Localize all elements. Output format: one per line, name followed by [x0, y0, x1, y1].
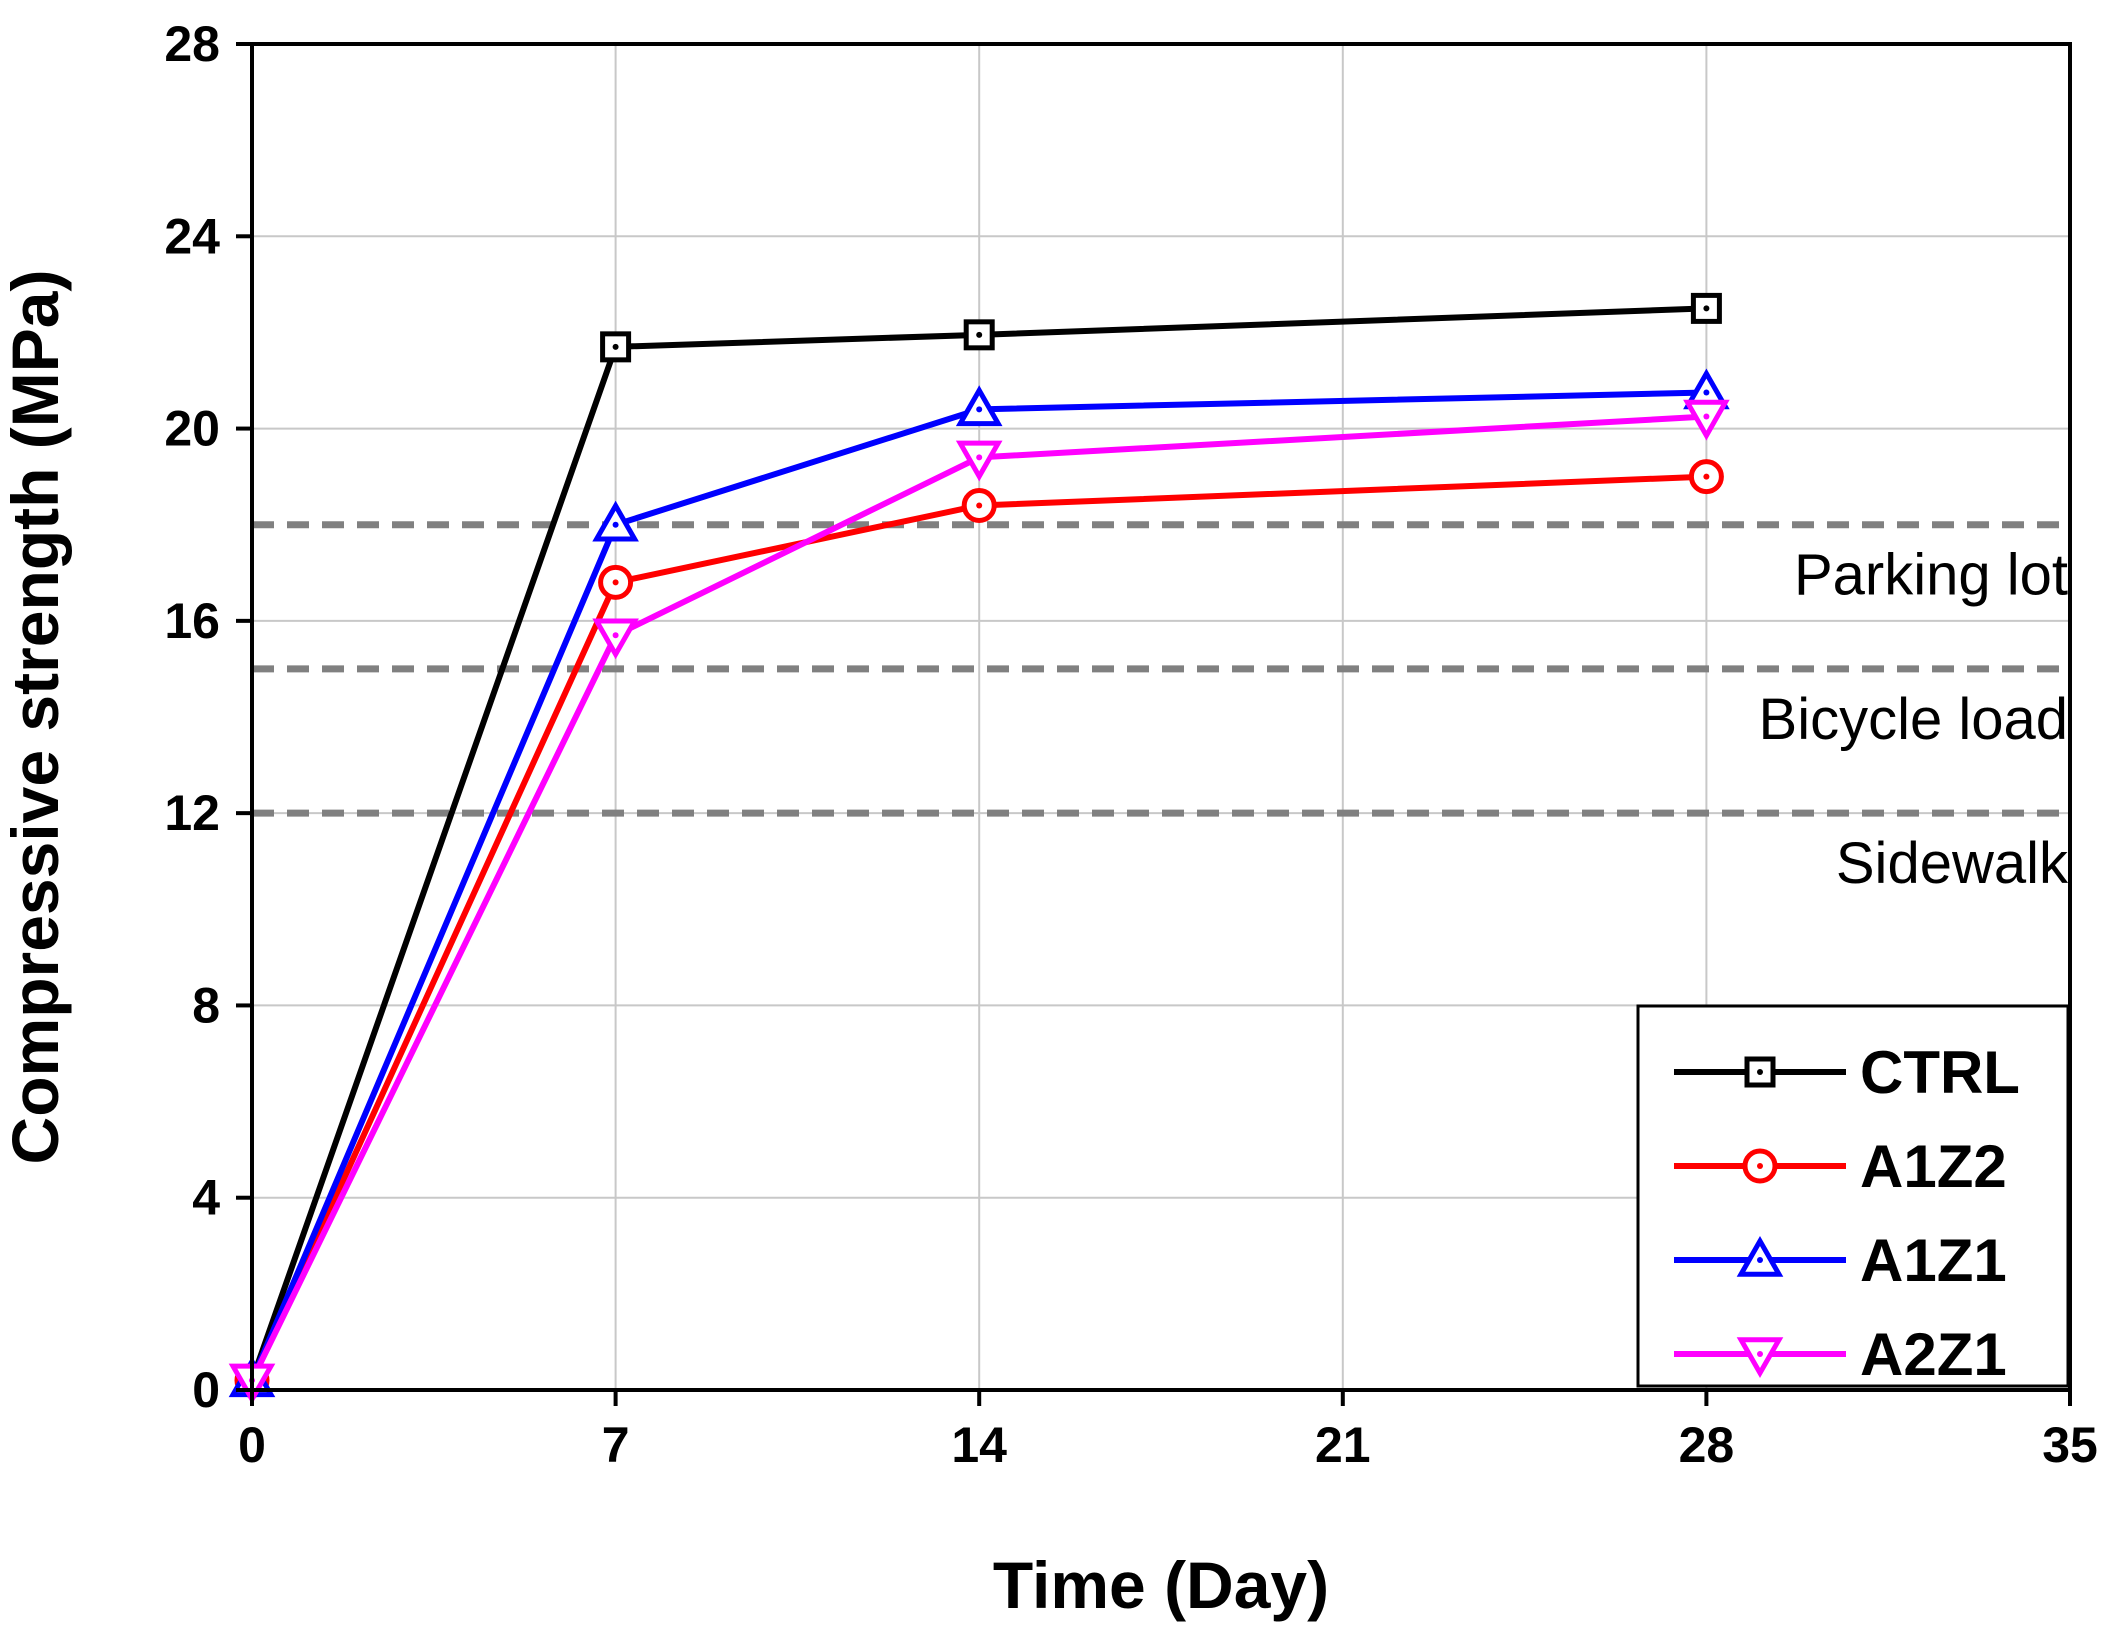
legend-marker-dot [1757, 1257, 1763, 1263]
data-point-ctrl-dot [612, 343, 619, 350]
data-point-ctrl-dot [976, 331, 983, 338]
legend-marker-dot [1757, 1069, 1763, 1075]
legend-label: CTRL [1860, 1039, 2020, 1106]
legend-item: A1Z1 [1674, 1227, 2007, 1294]
legend-marker-dot [1757, 1351, 1763, 1357]
data-point-a1z2-dot [612, 579, 619, 586]
legend-item: A2Z1 [1674, 1321, 2007, 1388]
series-line-a1z1 [249, 389, 1707, 1382]
y-axis-title: Compressive strength (MPa) [0, 270, 72, 1165]
series-a1z1 [228, 368, 1730, 1398]
y-tick-label: 20 [164, 401, 220, 457]
data-point-a2z1-dot [612, 632, 619, 639]
data-point-a1z1-dot [612, 521, 619, 528]
series-line-a2z1 [249, 413, 1707, 1382]
y-tick-label: 28 [164, 16, 220, 72]
y-tick-label: 16 [164, 593, 220, 649]
axes: 0 7 14 21 28 35 0 4 8 12 16 20 24 28 [164, 16, 2097, 1473]
data-point-a1z2-dot [976, 502, 983, 509]
legend-item: A1Z2 [1674, 1133, 2007, 1200]
y-tick-label: 0 [192, 1362, 220, 1418]
legend-label: A2Z1 [1860, 1321, 2007, 1388]
legend-label: A1Z1 [1860, 1227, 2007, 1294]
reference-line-label: Bicycle load [1759, 687, 2068, 752]
x-tick-label: 0 [238, 1417, 266, 1473]
y-tick-label: 24 [164, 208, 220, 264]
legend-item: CTRL [1674, 1039, 2020, 1106]
reference-line-label: Parking lot [1794, 543, 2068, 608]
x-tick-label: 7 [602, 1417, 630, 1473]
data-point-a1z2-dot [1703, 473, 1710, 480]
x-tick-label: 28 [1679, 1417, 1735, 1473]
data-point-a1z1-dot [976, 406, 983, 413]
plot-frame [250, 42, 2072, 1392]
y-tick-label: 4 [192, 1170, 220, 1226]
data-point-ctrl-dot [1703, 305, 1710, 312]
data-point-a1z1-dot [1703, 389, 1710, 396]
legend-marker-dot [1757, 1163, 1763, 1169]
data-point-a2z1-dot [1703, 413, 1710, 420]
legend-label: A1Z2 [1860, 1133, 2007, 1200]
data-point-ctrl [1690, 292, 1722, 324]
grid [252, 44, 2070, 1390]
reference-line-label: Sidewalk [1836, 831, 2069, 896]
x-tick-label: 14 [951, 1417, 1007, 1473]
x-axis-title: Time (Day) [993, 1548, 1329, 1622]
x-tick-label: 21 [1315, 1417, 1371, 1473]
data-point-a2z1-dot [976, 454, 983, 461]
y-tick-label: 8 [192, 977, 220, 1033]
reference-lines: Parking lot Bicycle load Sidewalk [252, 521, 2070, 896]
series-line-ctrl [249, 305, 1707, 1382]
legend: CTRL A1Z2 A1Z1 A2Z1 [1636, 1004, 2070, 1388]
x-tick-label: 35 [2042, 1417, 2098, 1473]
y-tick-label: 12 [164, 785, 220, 841]
